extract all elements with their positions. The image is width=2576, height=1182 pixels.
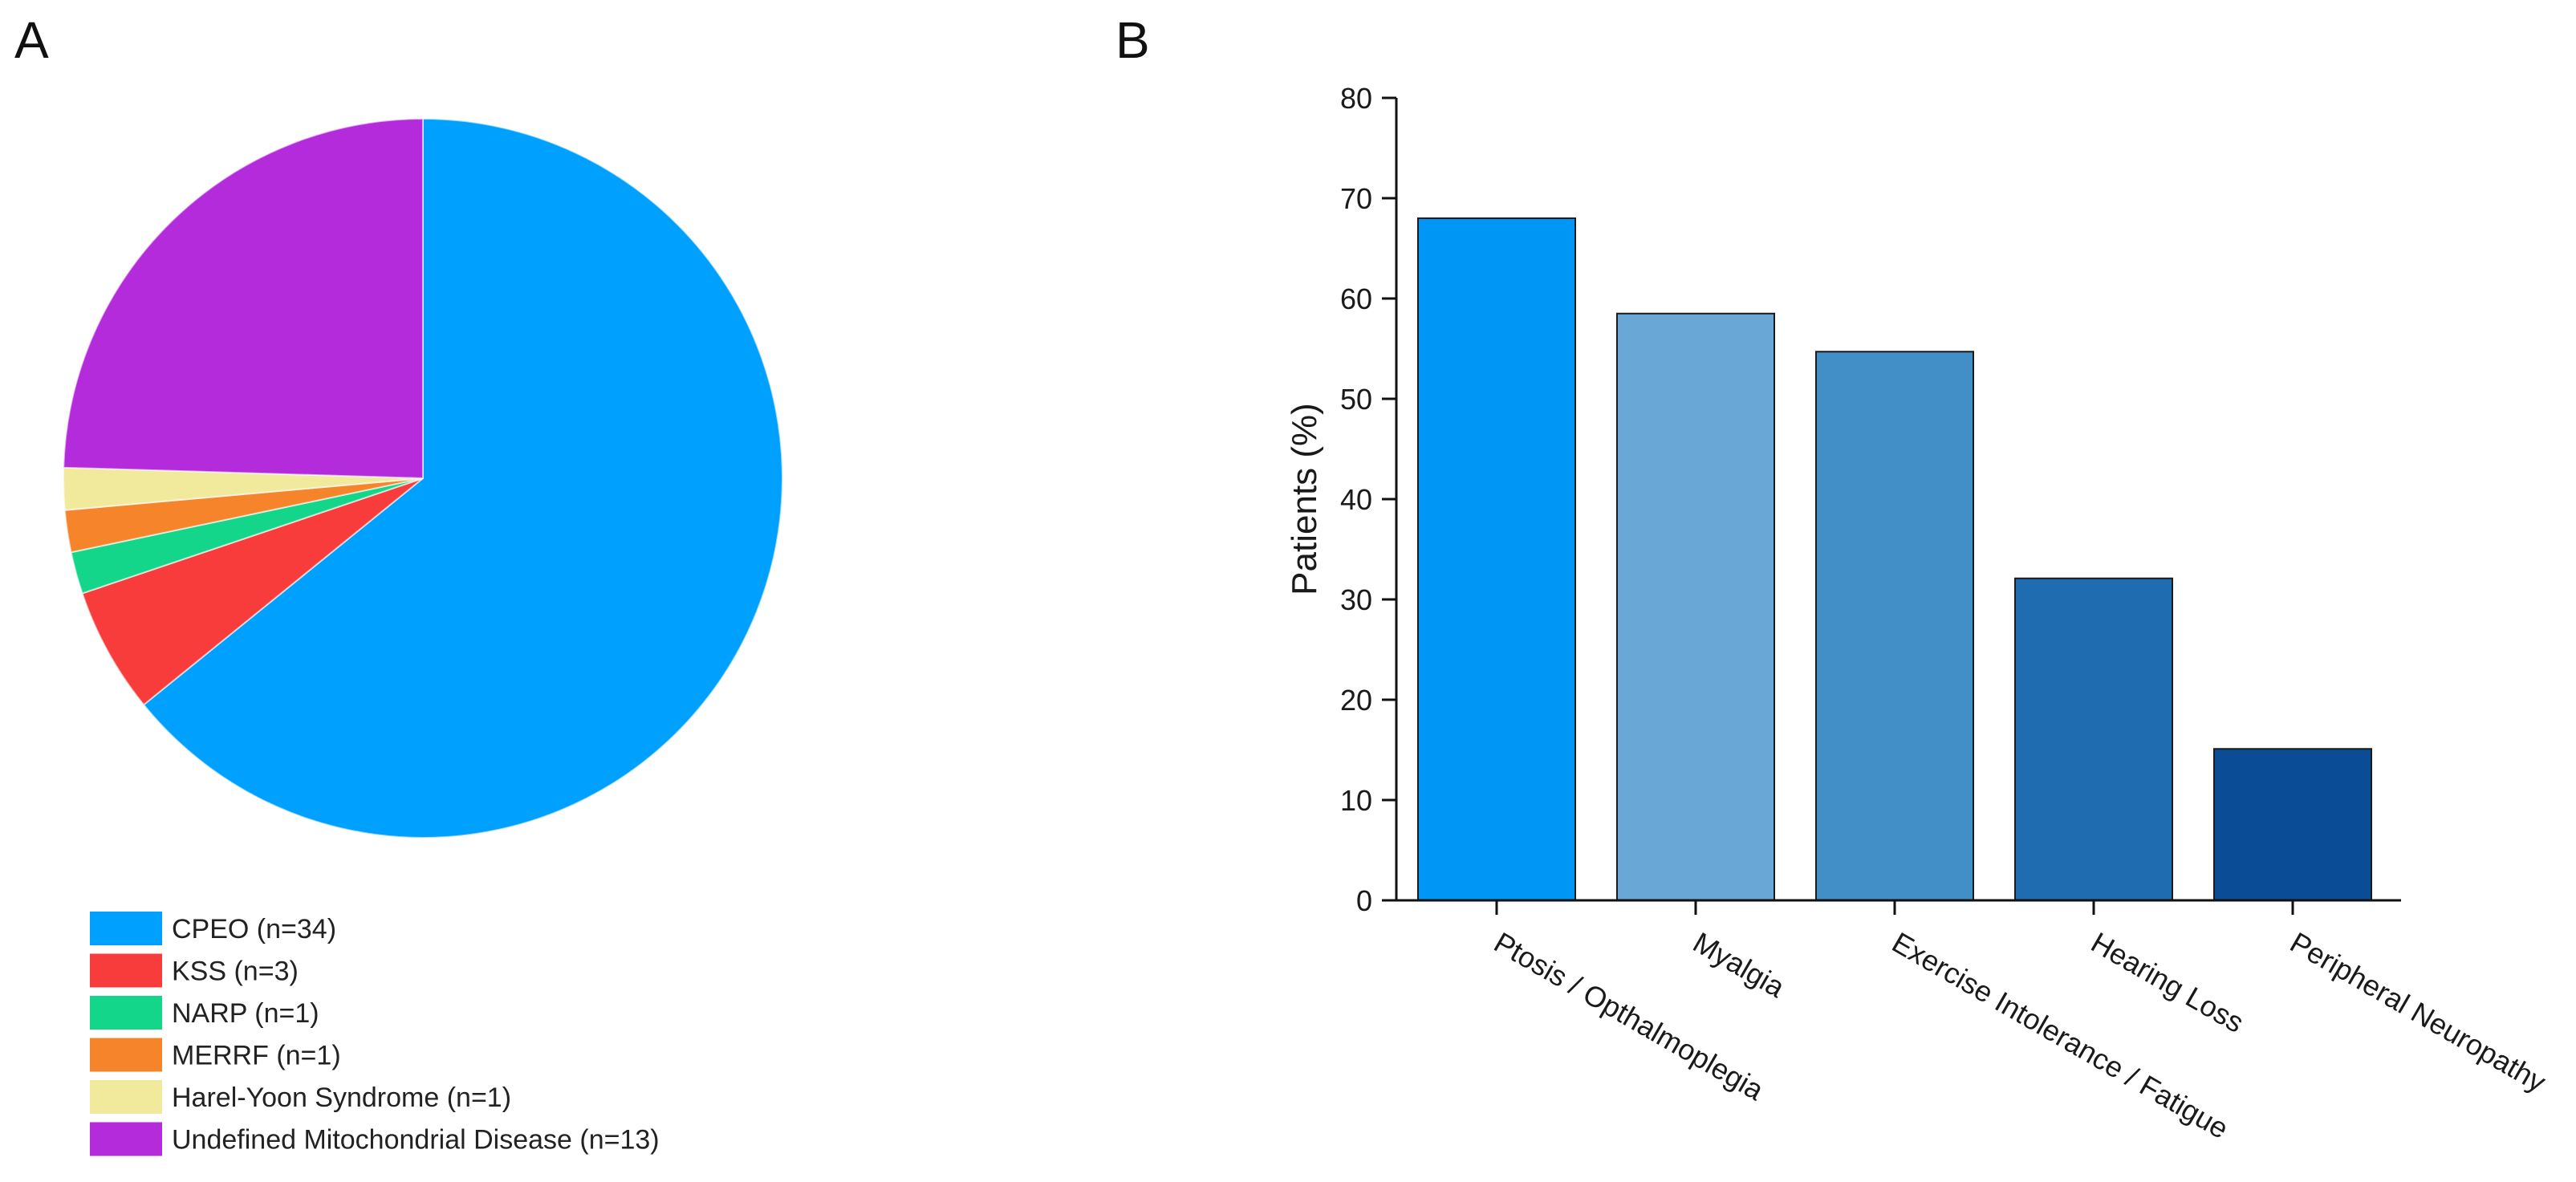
pie-slice	[63, 117, 424, 480]
pie-slice	[81, 477, 424, 706]
x-tick-label: Exercise Intolerance / Fatigue	[1887, 925, 2234, 1145]
x-tick-label: Hearing Loss	[2086, 925, 2249, 1039]
y-tick-label: 50	[1340, 383, 1372, 416]
y-tick-label: 30	[1340, 583, 1372, 616]
legend-label: Harel-Yoon Syndrome (n=1)	[172, 1082, 511, 1113]
legend-label: CPEO (n=34)	[172, 914, 336, 944]
bar-chart: 0 10 20 30 40 50 60 70 80 Ptosis / Opthalmoplegi…	[1285, 82, 2551, 1145]
panel-a-label: A	[14, 11, 49, 69]
legend-swatch	[90, 996, 162, 1030]
legend-item: NARP (n=1)	[90, 996, 319, 1030]
bar	[1815, 351, 1974, 901]
pie-legend: CPEO (n=34) KSS (n=3) NARP (n=1) MERRF (n=1…	[90, 912, 660, 1156]
legend-item: Harel-Yoon Syndrome (n=1)	[90, 1080, 511, 1114]
legend-item: Undefined Mitochondrial Disease (n=13)	[90, 1122, 660, 1156]
y-axis-title: Patients (%)	[1285, 403, 1324, 595]
y-tick-label: 10	[1340, 784, 1372, 817]
y-tick-label: 80	[1340, 82, 1372, 115]
x-tick-label: Peripheral Neuropathy	[2285, 925, 2551, 1099]
y-tick-label: 60	[1340, 282, 1372, 315]
legend-swatch	[90, 1038, 162, 1072]
legend-swatch	[90, 912, 162, 945]
legend-swatch	[90, 1080, 162, 1114]
bar	[1616, 312, 1775, 901]
pie-chart	[63, 117, 783, 839]
pie-slices	[63, 117, 783, 839]
legend-item: KSS (n=3)	[90, 953, 299, 988]
y-axis-ticks: 0 10 20 30 40 50 60 70 80	[1340, 82, 1396, 917]
legend-label: NARP (n=1)	[172, 998, 319, 1029]
bar	[1417, 217, 1576, 901]
x-tick-label: Myalgia	[1688, 925, 1791, 1004]
y-tick-label: 40	[1340, 483, 1372, 516]
y-tick-label: 0	[1356, 884, 1372, 917]
legend-swatch	[90, 953, 162, 988]
legend-swatch	[90, 1122, 162, 1156]
legend-label: MERRF (n=1)	[172, 1041, 341, 1071]
bar-series	[1417, 217, 2372, 901]
panel-b-label: B	[1115, 11, 1150, 69]
bar	[2213, 748, 2372, 901]
legend-item: CPEO (n=34)	[90, 912, 336, 945]
legend-label: KSS (n=3)	[172, 957, 299, 987]
y-tick-label: 70	[1340, 182, 1372, 215]
legend-label: Undefined Mitochondrial Disease (n=13)	[172, 1125, 660, 1156]
y-tick-label: 20	[1340, 684, 1372, 717]
bar	[2014, 577, 2173, 901]
pie-slice	[142, 117, 783, 839]
legend-item: MERRF (n=1)	[90, 1038, 341, 1072]
